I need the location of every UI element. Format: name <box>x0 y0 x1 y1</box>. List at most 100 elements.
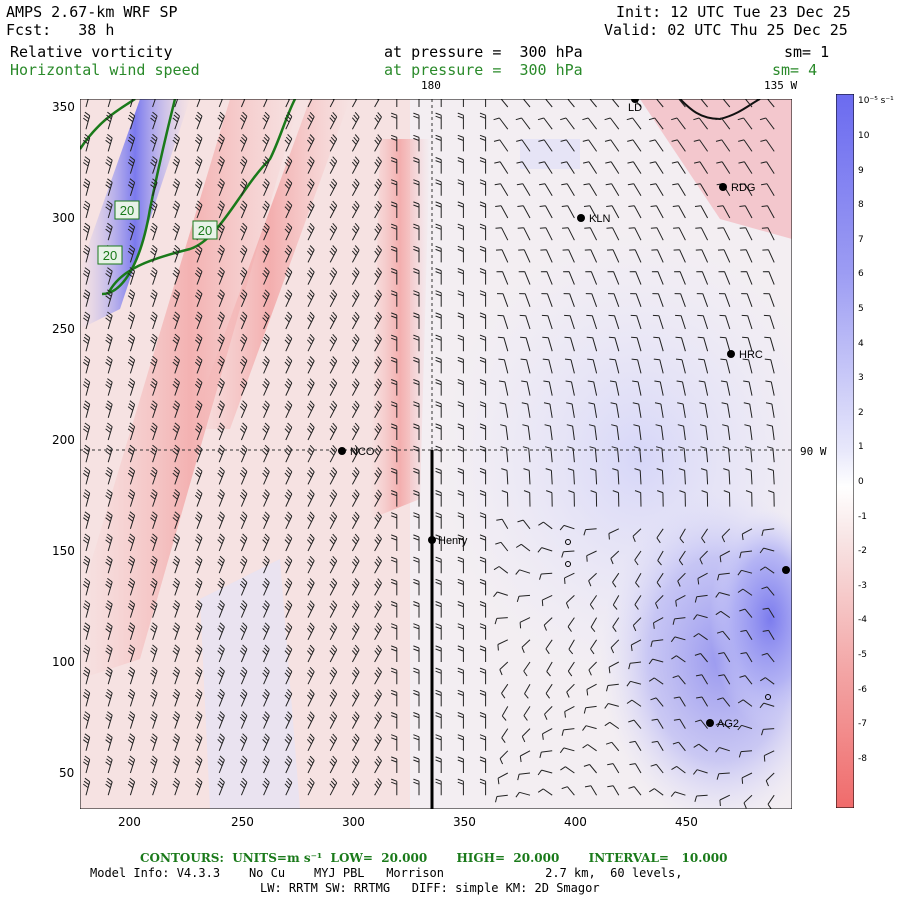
wind-barb <box>675 358 686 374</box>
wind-barb <box>413 423 420 440</box>
svg-text:NCO: NCO <box>350 446 375 458</box>
wind-barb <box>634 595 642 610</box>
wind-barb <box>391 490 398 507</box>
wind-barb <box>515 117 531 130</box>
wind-barb <box>699 402 709 418</box>
wind-barb <box>194 644 203 663</box>
wind-barb <box>127 644 136 663</box>
wind-barb <box>127 466 136 485</box>
wind-barb <box>516 161 531 174</box>
wind-barb <box>674 271 686 285</box>
wind-barb <box>329 333 338 352</box>
wind-barb <box>217 111 225 130</box>
wind-barb <box>194 555 203 574</box>
wind-barb <box>697 314 709 330</box>
colorbar-label: -2 <box>858 546 867 557</box>
wind-barb <box>307 222 315 241</box>
wind-barb <box>217 733 225 751</box>
wind-barb <box>693 769 708 775</box>
wind-barb <box>672 617 686 625</box>
wind-barb <box>105 555 113 574</box>
wind-barb <box>538 521 553 530</box>
wind-barb <box>479 112 487 130</box>
wind-barb <box>262 267 270 285</box>
wind-barb <box>217 133 225 152</box>
wind-barb <box>239 156 248 174</box>
wind-barb <box>701 490 709 507</box>
wind-barb <box>150 422 158 441</box>
wind-barb <box>194 111 203 130</box>
y-tick-300: 300 <box>52 211 75 225</box>
wind-barb <box>737 569 753 576</box>
wind-barb <box>653 617 664 629</box>
wind-barb <box>150 666 158 685</box>
wind-barb <box>284 111 293 130</box>
wind-barb <box>351 666 360 685</box>
wind-barb <box>501 468 509 485</box>
wind-barb <box>521 402 531 418</box>
wind-barb <box>610 402 620 418</box>
wind-barb <box>762 249 775 263</box>
wind-barb <box>519 293 531 307</box>
wind-barb <box>589 595 598 610</box>
wind-barb <box>217 267 225 285</box>
wind-barb <box>127 533 136 552</box>
wind-barb <box>457 667 464 685</box>
wind-barb <box>194 178 203 196</box>
wind-barb <box>479 512 487 529</box>
wind-barb <box>561 786 575 796</box>
wind-barb <box>677 402 686 418</box>
wind-barb <box>374 156 382 174</box>
wind-barb <box>105 200 113 219</box>
wind-barb <box>656 468 664 485</box>
wind-barb <box>307 400 315 419</box>
wind-barb <box>516 594 531 603</box>
wind-barb <box>351 245 360 263</box>
wind-barb <box>351 99 358 108</box>
wind-barb <box>606 249 620 263</box>
wind-barb <box>239 644 248 663</box>
wind-barb <box>262 489 270 507</box>
wind-barb <box>127 244 136 263</box>
wind-barb <box>457 512 464 529</box>
wind-barb <box>657 490 664 507</box>
wind-barb <box>262 200 270 219</box>
wind-barb <box>719 794 731 807</box>
wind-barb <box>650 639 664 648</box>
wind-barb <box>418 99 420 107</box>
wind-barb <box>374 267 382 285</box>
wind-barb <box>715 592 730 598</box>
wind-barb <box>391 157 398 174</box>
wind-barb <box>568 490 575 507</box>
wind-barb <box>172 511 180 529</box>
wind-barb <box>284 267 293 285</box>
wind-barb <box>673 718 686 729</box>
station-ag2: AG2 <box>706 718 739 730</box>
wind-barb <box>567 99 575 108</box>
wind-barb <box>563 293 575 307</box>
wind-barb <box>739 550 753 559</box>
wind-barb <box>262 178 270 197</box>
wind-barb <box>351 422 360 441</box>
wind-barb <box>172 533 180 552</box>
wind-barb <box>329 467 338 485</box>
wind-barb <box>694 794 708 802</box>
wind-barb <box>262 622 270 641</box>
x-tick-400: 400 <box>564 815 587 829</box>
wind-barb <box>262 444 270 463</box>
wind-barb <box>718 674 731 685</box>
wind-barb <box>479 556 487 574</box>
wind-barb <box>495 249 509 263</box>
wind-barb <box>628 786 642 796</box>
wind-barb <box>83 711 91 729</box>
wind-barb <box>351 644 360 663</box>
init-time: Init: 12 UTC Tue 23 Dec 25 <box>616 3 851 21</box>
wind-barb <box>653 358 664 374</box>
y-tick-350: 350 <box>52 100 75 114</box>
wind-barb <box>374 445 382 463</box>
wind-barb <box>740 271 753 285</box>
wind-barb <box>351 533 360 552</box>
wind-barb <box>196 99 201 108</box>
wind-barb <box>217 178 225 196</box>
wind-barb <box>631 336 642 352</box>
